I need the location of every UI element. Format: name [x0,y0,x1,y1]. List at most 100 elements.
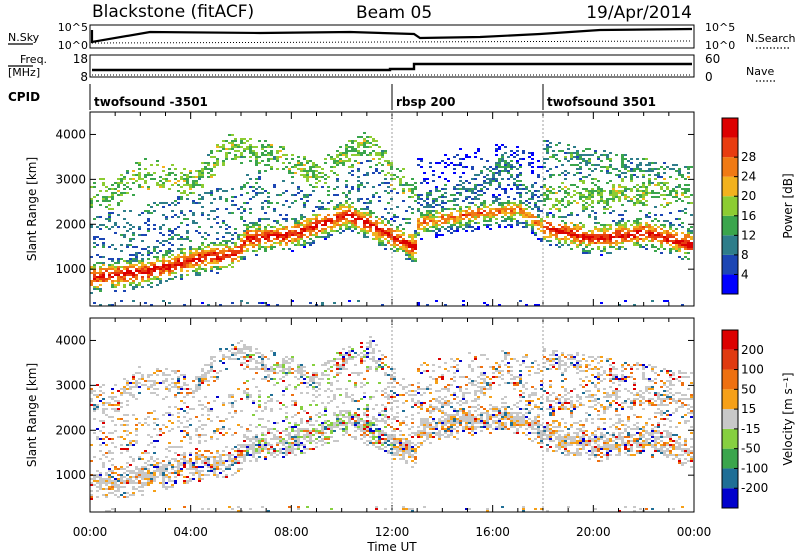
power-cell [276,160,279,162]
power-cell [96,236,99,238]
power-cell [108,196,111,198]
power-cell [633,174,636,176]
power-cell [495,154,498,156]
power-cell [411,252,414,254]
velocity-cell [201,368,204,370]
power-cell [162,254,165,256]
power-cell [357,170,360,172]
power-cell [129,238,132,240]
power-cell [510,224,513,226]
power-cell [438,234,441,236]
power-cell [534,190,537,192]
power-cell [309,232,312,234]
velocity-cell [132,482,135,484]
power-cell [630,178,633,180]
velocity-cell [180,386,183,388]
velocity-cell [270,410,273,412]
power-cell [279,240,282,242]
power-cell [543,236,546,238]
power-cell [507,216,510,218]
power-cell [393,216,396,218]
power-cell [363,146,366,148]
velocity-cell [189,408,192,410]
power-cell [105,186,108,188]
power-cell [528,214,531,216]
power-cell [297,236,300,238]
power-cell [630,188,633,190]
power-cell [609,242,612,244]
power-cell [375,220,378,222]
power-cell [501,188,504,190]
power-cell [567,148,570,150]
power-cell [633,238,636,240]
power-cell [189,260,192,262]
power-cell [540,226,543,228]
power-cell [387,240,390,242]
velocity-cell [111,388,114,390]
velocity-cell [240,398,243,400]
power-cell [246,240,249,242]
velocity-cell [207,464,210,466]
power-cell [243,224,246,226]
velocity-cell [255,450,258,452]
power-cell [420,166,423,168]
power-cell [327,232,330,234]
power-cell [462,304,465,306]
power-cell [183,258,186,260]
power-cell [336,164,339,166]
power-cell [609,166,612,168]
velocity-cell [129,440,132,442]
power-cell [519,204,522,206]
velocity-cell [255,438,258,440]
velocity-cell [243,346,246,348]
power-cell [540,218,543,220]
velocity-cell [183,382,186,384]
power-cell [543,204,546,206]
power-cell [321,224,324,226]
power-cell [570,240,573,242]
power-cell [453,204,456,206]
power-cell [321,304,324,306]
power-cell [303,234,306,236]
power-cell [165,260,168,262]
power-cell [360,152,363,154]
power-cell [138,164,141,166]
power-cell [408,206,411,208]
power-cell [159,282,162,284]
power-cell [237,260,240,262]
power-cell [597,180,600,182]
power-cell [183,214,186,216]
power-cell [135,174,138,176]
power-cell [210,210,213,212]
power-cell [348,204,351,206]
power-cell [639,194,642,196]
power-cell [639,200,642,202]
power-cell [372,172,375,174]
velocity-cell [120,394,123,396]
velocity-cell [108,486,111,488]
power-cell [252,230,255,232]
power-cell [123,226,126,228]
power-cell [246,250,249,252]
velocity-cell [240,456,243,458]
power-cell [408,242,411,244]
power-cell [540,186,543,188]
power-cell [411,190,414,192]
velocity-cell [117,402,120,404]
power-cell [381,216,384,218]
power-cell [585,154,588,156]
velocity-cell [258,396,261,398]
power-cell [525,192,528,194]
power-cell [141,248,144,250]
power-cell [186,260,189,262]
power-cell [294,230,297,232]
power-cell [336,216,339,218]
power-cell [429,190,432,192]
power-cell [312,214,315,216]
power-cell [600,198,603,200]
power-cell [549,208,552,210]
power-cell [267,234,270,236]
power-cell [255,146,258,148]
velocity-cell [264,408,267,410]
velocity-cell [180,422,183,424]
